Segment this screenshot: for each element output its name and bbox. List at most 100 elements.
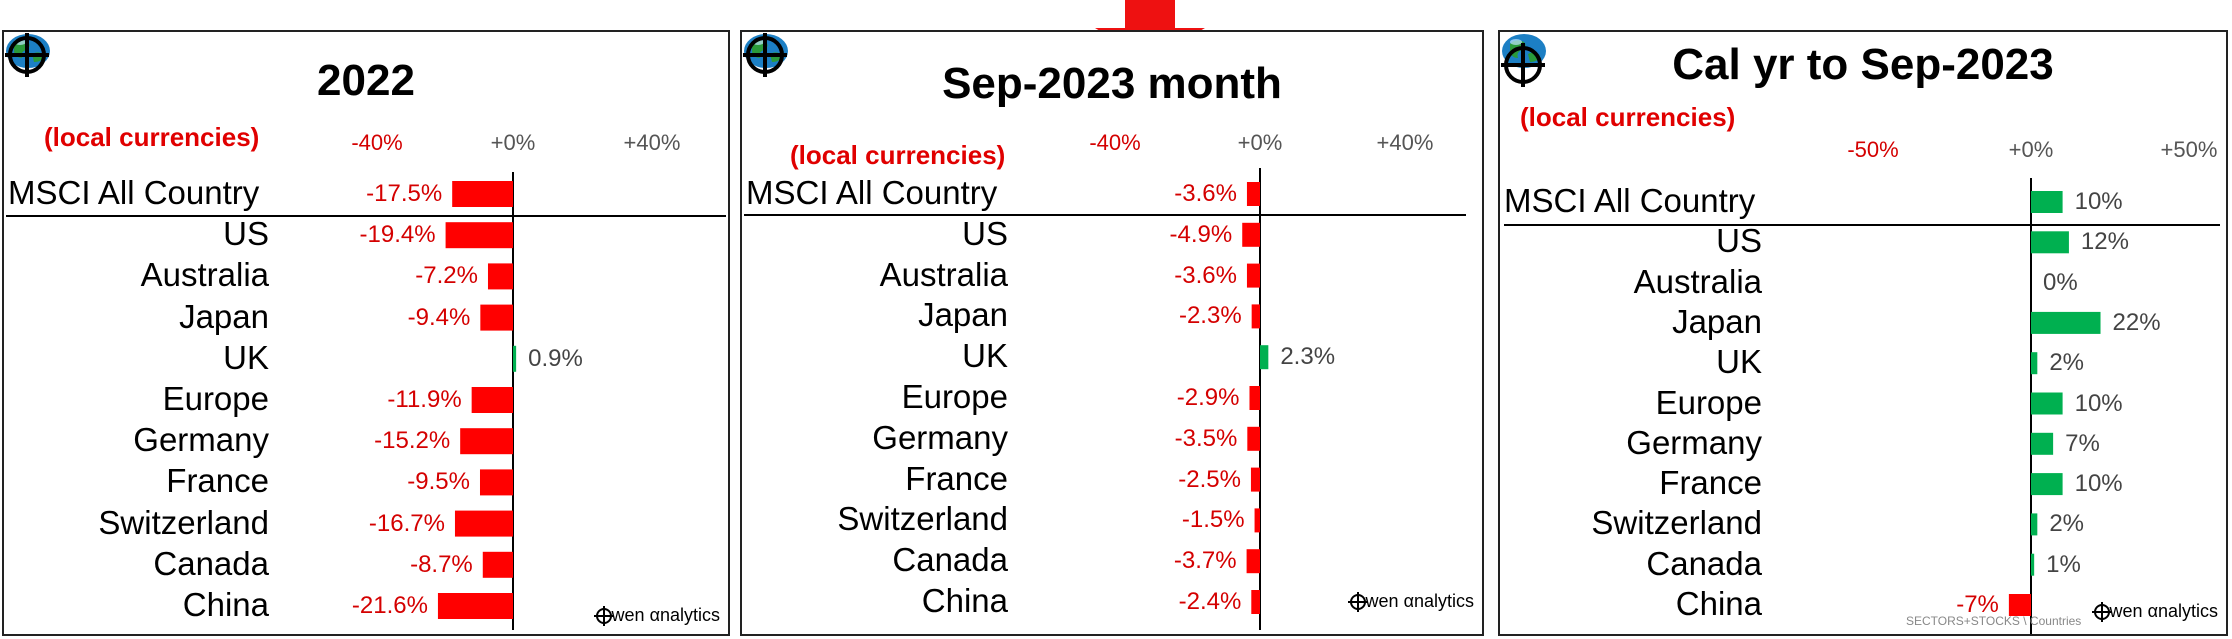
data-label: -16.7% xyxy=(368,509,445,537)
chart-title: Cal yr to Sep-2023 xyxy=(1672,40,2054,89)
data-label: -9.5% xyxy=(407,468,470,496)
data-label: -8.7% xyxy=(410,550,473,578)
category-label: Europe xyxy=(162,380,269,417)
currency-note: (local currencies) xyxy=(790,140,1006,170)
bar xyxy=(452,181,513,207)
bar xyxy=(437,593,513,619)
crosshair-icon xyxy=(743,33,787,77)
category-label: Switzerland xyxy=(837,500,1008,538)
data-label: 1% xyxy=(2046,550,2081,578)
data-label: -2.5% xyxy=(1178,465,1241,493)
bar xyxy=(2031,231,2069,254)
bar xyxy=(2031,191,2063,213)
bar xyxy=(1246,549,1260,574)
chart-panel-cal-yr-to-sep-2023: Cal yr to Sep-2023 (local currencies) -5… xyxy=(1498,30,2228,636)
data-label: 2% xyxy=(2049,510,2084,538)
bar xyxy=(445,222,513,249)
category-label: France xyxy=(166,462,269,500)
data-label: -3.6% xyxy=(1174,261,1237,289)
category-label: US xyxy=(1716,222,1762,260)
data-label: 22% xyxy=(2112,308,2161,336)
data-label: -19.4% xyxy=(359,221,436,249)
data-label: -3.5% xyxy=(1174,424,1238,452)
currency-note: (local currencies) xyxy=(1520,102,1736,132)
data-label: 10% xyxy=(2074,389,2123,417)
bar xyxy=(479,469,513,496)
data-label: -21.6% xyxy=(351,592,428,619)
bar xyxy=(2031,352,2038,375)
bar-plot-area xyxy=(744,168,1466,630)
category-label: China xyxy=(182,586,269,623)
category-label: US xyxy=(962,214,1008,252)
tick-label-neg: -50% xyxy=(1847,137,1899,162)
bar xyxy=(2031,553,2035,576)
bar xyxy=(2008,594,2031,616)
brand-crosshair-icon xyxy=(593,606,614,626)
tick-label-pos: +40% xyxy=(623,130,681,155)
data-label: -3.7% xyxy=(1173,547,1237,575)
bar-plot-area xyxy=(1504,178,2220,634)
bar xyxy=(471,387,513,413)
category-label: UK xyxy=(223,338,269,376)
brand-crosshair-icon xyxy=(1347,592,1368,612)
data-label: -15.2% xyxy=(374,427,451,455)
category-label: France xyxy=(905,459,1008,497)
data-label: -17.5% xyxy=(366,180,443,207)
category-label: Japan xyxy=(179,297,269,335)
bar xyxy=(1247,426,1260,451)
brand-logo: wen αnalytics xyxy=(1347,591,1474,612)
category-label: US xyxy=(223,215,269,253)
bar xyxy=(2031,432,2054,455)
bar xyxy=(1260,345,1269,370)
tick-label-zero: +0% xyxy=(2008,137,2054,162)
data-label: 2% xyxy=(2049,349,2084,377)
data-label: 2.3% xyxy=(1280,343,1336,371)
crosshair-icon xyxy=(1501,43,1545,87)
category-label: Canada xyxy=(892,541,1008,579)
tick-label-zero: +0% xyxy=(1237,130,1283,155)
bar xyxy=(513,345,517,372)
bar-plot-area xyxy=(6,172,726,630)
bar xyxy=(487,263,513,290)
bar xyxy=(454,510,513,537)
category-label: MSCI All Country xyxy=(8,174,260,211)
data-label: -2.3% xyxy=(1178,302,1242,330)
category-label: China xyxy=(1675,585,1762,622)
category-label: UK xyxy=(1716,343,1762,381)
data-label: 0.9% xyxy=(528,344,583,372)
bar xyxy=(482,551,513,578)
tick-label-zero: +0% xyxy=(490,130,536,155)
category-label: Europe xyxy=(901,378,1008,415)
category-label: Japan xyxy=(1672,302,1762,340)
bar xyxy=(1250,467,1260,492)
brand-logo: wen αnalytics xyxy=(593,605,720,626)
category-label: MSCI All Country xyxy=(1504,182,1756,219)
data-label: -4.9% xyxy=(1169,220,1233,248)
bar xyxy=(1246,182,1260,206)
category-label: Canada xyxy=(1646,544,1762,582)
category-label: Switzerland xyxy=(98,503,269,541)
currency-note: (local currencies) xyxy=(44,122,260,152)
category-label: France xyxy=(1659,464,1762,502)
category-label: Europe xyxy=(1655,383,1762,421)
data-label: 10% xyxy=(2074,188,2123,215)
data-label: -7.2% xyxy=(415,262,478,290)
data-label: -7% xyxy=(1956,591,1999,618)
category-label: UK xyxy=(962,337,1008,375)
category-label: Australia xyxy=(1633,262,1762,300)
data-label: -9.4% xyxy=(407,303,471,331)
bar xyxy=(2031,311,2101,334)
data-label: 10% xyxy=(2074,470,2123,498)
category-label: Germany xyxy=(1626,423,1762,461)
data-label: 7% xyxy=(2065,429,2100,457)
bar xyxy=(2031,513,2038,536)
bar xyxy=(2031,473,2063,496)
bar xyxy=(2031,392,2063,415)
chart-panel-2022: 2022 (local currencies) -40% +0% +40% we… xyxy=(2,30,730,636)
bar xyxy=(1254,508,1260,533)
data-label: -2.4% xyxy=(1178,588,1242,615)
tick-label-neg: -40% xyxy=(351,130,403,155)
category-label: Australia xyxy=(879,255,1008,293)
category-label: Japan xyxy=(918,296,1008,334)
data-label: 12% xyxy=(2080,228,2129,256)
